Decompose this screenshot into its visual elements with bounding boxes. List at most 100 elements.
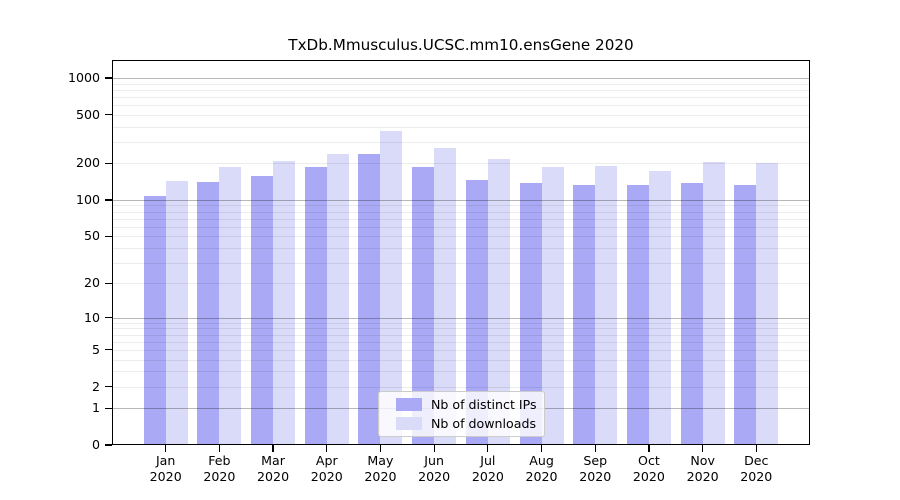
x-tick-label-oct: Oct 2020 <box>632 453 665 484</box>
gridline-minor <box>112 247 810 249</box>
y-tick-label: 200 <box>75 155 100 171</box>
bar-distinct-ips-nov <box>680 183 703 445</box>
y-tick-mark <box>105 77 112 79</box>
bar-distinct-ips-jan <box>143 195 166 445</box>
bar-downloads-may <box>380 131 403 445</box>
bar-distinct-ips-jun <box>412 166 435 445</box>
bar-distinct-ips-feb <box>197 182 220 445</box>
x-tick-mark <box>165 445 167 452</box>
gridline-minor <box>112 211 810 213</box>
gridline-minor <box>112 218 810 220</box>
x-tick-label-jul: Jul 2020 <box>471 453 504 484</box>
x-tick-label-mar: Mar 2020 <box>257 453 290 484</box>
gridline-minor <box>112 359 810 361</box>
bar-distinct-ips-aug <box>519 182 542 445</box>
legend-entry-distinct-ips: Nb of distinct IPs <box>396 397 544 412</box>
gridline-minor <box>112 341 810 343</box>
y-tick-mark <box>105 444 112 446</box>
bar-downloads-apr <box>326 153 349 445</box>
y-tick-label: 20 <box>83 275 100 291</box>
legend-label-downloads: Nb of downloads <box>431 416 537 432</box>
gridline-minor <box>112 205 810 207</box>
y-tick-label: 5 <box>91 341 100 357</box>
y-tick-mark <box>105 162 112 164</box>
gridline-minor <box>112 236 810 238</box>
y-tick-label: 1 <box>91 400 100 416</box>
y-tick-label: 100 <box>75 191 100 207</box>
bar-distinct-ips-sep <box>573 184 596 445</box>
chart-title: TxDb.Mmusculus.UCSC.mm10.ensGene 2020 <box>288 36 634 54</box>
gridline-minor <box>112 141 810 143</box>
gridline-minor <box>112 226 810 228</box>
y-tick-mark <box>105 349 112 351</box>
x-tick-mark <box>755 445 757 452</box>
bar-downloads-jan <box>165 181 188 445</box>
bar-distinct-ips-jul <box>465 180 488 445</box>
gridline-minor <box>112 89 810 91</box>
y-tick-mark <box>105 235 112 237</box>
bar-downloads-aug <box>541 167 564 445</box>
x-tick-label-apr: Apr 2020 <box>310 453 343 484</box>
x-tick-mark <box>433 445 435 452</box>
bar-downloads-nov <box>702 161 725 445</box>
x-tick-mark <box>379 445 382 452</box>
legend-label-distinct-ips: Nb of distinct IPs <box>431 396 537 412</box>
x-tick-label-dec: Dec 2020 <box>740 453 773 484</box>
bar-distinct-ips-may <box>358 154 381 445</box>
y-tick-label: 10 <box>83 309 100 325</box>
bar-downloads-dec <box>756 162 779 445</box>
y-tick-mark <box>105 199 112 201</box>
gridline-minor <box>112 283 810 285</box>
y-tick-mark <box>105 385 112 388</box>
legend-swatch-distinct-ips <box>396 397 422 411</box>
x-tick-mark <box>272 445 274 452</box>
bar-downloads-jun <box>434 147 457 445</box>
gridline-minor <box>112 334 810 336</box>
gridline-minor <box>112 83 810 85</box>
gridline-minor <box>112 126 810 128</box>
x-tick-mark <box>648 445 650 452</box>
x-tick-label-feb: Feb 2020 <box>203 453 236 484</box>
bar-downloads-jul <box>487 158 510 445</box>
x-tick-mark <box>218 445 221 452</box>
y-tick-mark <box>105 282 112 284</box>
y-tick-label: 500 <box>75 106 100 122</box>
bar-downloads-mar <box>273 160 296 445</box>
gridline-major <box>112 317 810 319</box>
gridline-minor <box>112 96 810 98</box>
x-tick-label-may: May 2020 <box>364 453 397 484</box>
y-tick-mark <box>105 114 112 116</box>
bar-distinct-ips-mar <box>251 175 274 445</box>
y-tick-mark <box>105 316 112 319</box>
y-tick-mark <box>105 407 112 409</box>
bar-downloads-oct <box>648 170 671 445</box>
bar-distinct-ips-oct <box>626 184 649 445</box>
gridline-minor <box>112 349 810 351</box>
gridline-major <box>112 199 810 201</box>
x-tick-mark <box>701 445 704 452</box>
x-tick-mark <box>540 445 543 452</box>
x-tick-mark <box>594 445 596 452</box>
gridline-minor <box>112 371 810 373</box>
gridline-minor <box>112 386 810 388</box>
legend-entry-downloads: Nb of downloads <box>396 416 544 431</box>
gridline-minor <box>112 105 810 107</box>
gridline-minor <box>112 163 810 165</box>
x-tick-label-sep: Sep 2020 <box>579 453 612 484</box>
y-tick-label: 2 <box>91 378 100 394</box>
gridline-minor <box>112 328 810 330</box>
gridline-major <box>112 78 810 80</box>
legend-swatch-downloads <box>396 417 422 431</box>
x-tick-label-jun: Jun 2020 <box>418 453 451 484</box>
y-tick-label: 0 <box>91 437 100 452</box>
bar-distinct-ips-apr <box>304 167 327 445</box>
bar-downloads-sep <box>595 166 618 445</box>
bar-distinct-ips-dec <box>734 184 757 445</box>
x-tick-label-aug: Aug 2020 <box>525 453 558 484</box>
gridline-minor <box>112 262 810 264</box>
x-tick-label-jan: Jan 2020 <box>149 453 182 484</box>
x-tick-label-nov: Nov 2020 <box>686 453 719 484</box>
y-tick-label: 1000 <box>67 70 100 86</box>
gridline-minor <box>112 322 810 324</box>
